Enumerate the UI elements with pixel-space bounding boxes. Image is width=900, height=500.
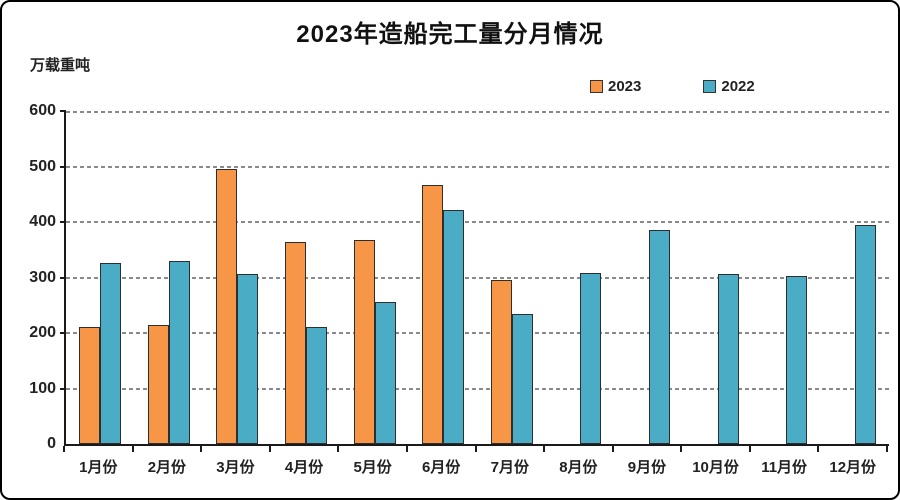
bar-2022-9月份 (648, 229, 670, 444)
x-tick-mark-0 (63, 446, 65, 452)
bar-2023-3月份 (216, 169, 238, 444)
x-tick-mark-5 (405, 446, 408, 452)
x-tick-mark-8 (611, 446, 614, 452)
plot-area (64, 111, 889, 446)
x-tick-mark-1 (131, 446, 134, 452)
legend-swatch-2022-icon (703, 80, 717, 93)
x-tick-mark-6 (474, 446, 477, 452)
bar-2022-5月份 (374, 301, 396, 444)
bar-2023-6月份 (422, 184, 444, 444)
gridline-200 (66, 332, 889, 334)
x-tick-label-9月份: 9月份 (627, 459, 667, 476)
y-tick-label-400: 400 (29, 213, 56, 230)
gridline-100 (66, 387, 889, 390)
bar-2023-1月份 (79, 327, 101, 444)
x-tick-label-11月份: 11月份 (761, 459, 808, 476)
y-tick-mark-100 (60, 387, 66, 390)
bar-2022-8月份 (580, 272, 602, 444)
x-tick-mark-4 (337, 446, 340, 452)
bar-2022-12月份 (854, 224, 876, 444)
gridline-600 (66, 111, 889, 113)
y-tick-mark-400 (60, 221, 66, 223)
x-tick-label-6月份: 6月份 (422, 459, 461, 476)
x-tick-label-8月份: 8月份 (559, 459, 598, 476)
bar-2022-6月份 (443, 210, 465, 444)
legend-label-2022: 2022 (721, 78, 755, 95)
x-tick-mark-7 (543, 446, 546, 452)
bar-2022-11月份 (786, 276, 808, 444)
bar-2022-3月份 (237, 273, 259, 444)
x-tick-label-1月份: 1月份 (79, 459, 118, 476)
y-tick-mark-300 (60, 276, 66, 279)
x-tick-label-2月份: 2月份 (147, 459, 187, 476)
y-tick-label-300: 300 (29, 268, 56, 286)
x-tick-label-7月份: 7月份 (490, 459, 529, 476)
y-tick-label-0: 0 (47, 435, 56, 452)
bar-2022-7月份 (511, 314, 533, 444)
bar-2023-5月份 (353, 240, 375, 444)
y-tick-mark-200 (60, 332, 66, 334)
x-tick-label-10月份: 10月份 (692, 459, 739, 476)
bar-2022-1月份 (100, 263, 122, 444)
bar-2022-10月份 (717, 273, 739, 444)
y-tick-mark-500 (60, 165, 66, 168)
bar-2023-2月份 (147, 325, 169, 444)
gridline-400 (66, 221, 889, 223)
x-tick-mark-9 (680, 446, 683, 452)
y-tick-mark-600 (60, 110, 66, 112)
x-tick-mark-11 (817, 446, 820, 452)
gridline-500 (66, 165, 889, 168)
x-tick-label-4月份: 4月份 (284, 459, 324, 476)
x-tick-mark-12 (886, 446, 888, 452)
legend-label-2023: 2023 (608, 78, 642, 95)
bar-2023-4月份 (285, 241, 307, 444)
gridline-300 (66, 276, 889, 279)
bar-2022-2月份 (168, 261, 190, 444)
x-tick-mark-10 (748, 446, 751, 452)
bar-2022-4月份 (306, 327, 328, 444)
x-tick-label-5月份: 5月份 (353, 459, 392, 476)
x-tick-label-3月份: 3月份 (216, 459, 255, 476)
chart-title: 2023年造船完工量分月情况 (296, 21, 604, 48)
x-tick-mark-3 (268, 446, 271, 452)
legend-item-2022: 2022 (703, 78, 755, 95)
y-tick-label-600: 600 (29, 102, 56, 119)
legend: 2023 2022 (590, 78, 755, 95)
bar-2023-7月份 (490, 280, 512, 444)
x-tick-mark-2 (200, 446, 203, 452)
legend-item-2023: 2023 (590, 78, 641, 95)
y-axis-unit-label: 万载重吨 (30, 57, 91, 74)
x-tick-label-12月份: 12月份 (829, 459, 877, 476)
y-tick-label-200: 200 (29, 324, 56, 341)
legend-swatch-2023-icon (590, 80, 603, 93)
y-tick-label-500: 500 (29, 157, 56, 175)
y-tick-label-100: 100 (29, 379, 56, 397)
